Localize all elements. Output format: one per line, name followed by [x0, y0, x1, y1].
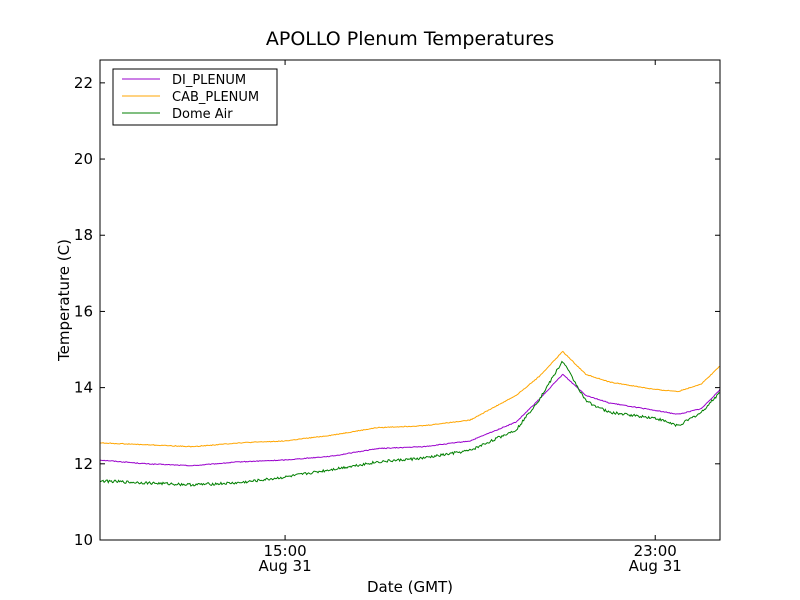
y-tick-label: 10 — [74, 531, 93, 549]
series-line-dome-air — [99, 360, 721, 487]
x-tick-time-label: 23:00 — [634, 542, 677, 560]
chart-title: APOLLO Plenum Temperatures — [266, 28, 554, 50]
y-tick-label: 16 — [74, 302, 93, 320]
x-tick-time-label: 15:00 — [263, 542, 306, 560]
series-layer — [99, 350, 721, 487]
series-line-di-plenum — [99, 373, 721, 467]
y-axis-title: Temperature (C) — [55, 239, 73, 362]
y-tick-label: 20 — [74, 150, 93, 168]
legend-box — [112, 68, 278, 126]
plot-frame — [99, 59, 721, 541]
x-tick-date-label: Aug 31 — [629, 557, 682, 575]
legend: DI_PLENUM CAB_PLENUM Dome Air — [112, 68, 278, 126]
x-tick-date-label: Aug 31 — [258, 557, 311, 575]
y-tick-label: 22 — [74, 74, 93, 92]
legend-label: DI_PLENUM — [172, 73, 246, 88]
legend-label: Dome Air — [172, 107, 233, 122]
legend-label: CAB_PLENUM — [172, 90, 259, 105]
y-tick-label: 12 — [74, 455, 93, 473]
x-axis-title: Date (GMT) — [367, 578, 453, 596]
series-line-cab-plenum — [100, 350, 721, 448]
y-tick-label: 18 — [74, 226, 93, 244]
y-tick-label: 14 — [74, 379, 93, 397]
